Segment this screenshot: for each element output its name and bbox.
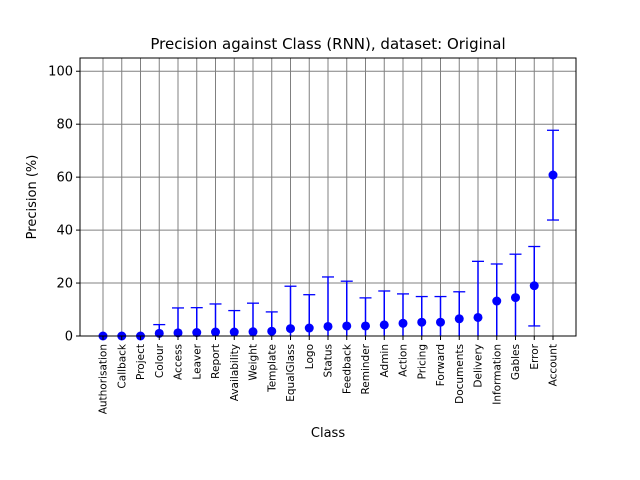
x-axis-label: Class (311, 426, 345, 441)
x-tick-label: Feedback (341, 343, 353, 394)
data-point (473, 312, 483, 322)
x-tick-label: Error (529, 343, 541, 369)
x-tick-label: Access (173, 344, 185, 380)
data-point (436, 317, 445, 327)
data-point (398, 318, 408, 328)
x-tick-label: Leaver (191, 343, 203, 379)
x-axis: Authorisation Callback Project Colour Access… (98, 336, 560, 414)
data-point (286, 324, 295, 334)
data-point (173, 328, 183, 338)
data-point (548, 170, 558, 180)
data-point (361, 321, 370, 331)
data-point (211, 327, 220, 337)
data-point (417, 317, 427, 327)
x-tick-label: Forward (435, 344, 447, 386)
data-point (454, 314, 464, 324)
x-tick-label: Gables (510, 344, 522, 380)
y-tick-label: 20 (56, 277, 73, 292)
y-tick-label: 100 (48, 65, 73, 80)
x-tick-label: Template (266, 344, 278, 393)
data-point (323, 321, 333, 331)
x-tick-label: Logo (304, 344, 316, 369)
data-point (229, 327, 239, 337)
data-point (492, 296, 502, 306)
data-point (304, 323, 314, 333)
x-tick-label: Callback (116, 343, 128, 388)
data-point (379, 320, 389, 330)
y-axis: 0 20 40 60 80 100 (48, 65, 80, 345)
data-point (267, 326, 277, 336)
x-tick-label: Availability (229, 344, 241, 401)
y-axis-label: Precision (%) (25, 155, 40, 240)
y-tick-label: 40 (56, 224, 73, 239)
x-tick-label: Account (548, 344, 560, 386)
y-tick-label: 60 (56, 171, 73, 186)
x-tick-label: Colour (154, 343, 166, 378)
x-tick-label: Weight (248, 344, 260, 381)
x-tick-label: Reminder (360, 343, 372, 394)
data-point (342, 321, 352, 331)
x-tick-label: Authorisation (98, 344, 110, 414)
data-point (529, 281, 539, 291)
y-tick-label: 0 (65, 330, 73, 345)
x-tick-label: Documents (454, 344, 466, 404)
x-tick-label: Admin (379, 344, 391, 377)
x-tick-label: Pricing (416, 344, 428, 379)
x-tick-label: Report (210, 344, 222, 379)
data-point (192, 328, 202, 338)
data-point (248, 327, 258, 337)
x-tick-label: Action (398, 344, 410, 377)
data-point (511, 293, 520, 303)
x-tick-label: Information (491, 344, 503, 405)
chart-title: Precision against Class (RNN), dataset: … (150, 35, 505, 53)
x-tick-label: Delivery (473, 344, 485, 388)
y-tick-label: 80 (56, 118, 73, 133)
x-tick-label: Status (323, 344, 335, 377)
x-tick-label: EqualGlass (285, 344, 297, 402)
x-tick-label: Project (135, 344, 147, 380)
